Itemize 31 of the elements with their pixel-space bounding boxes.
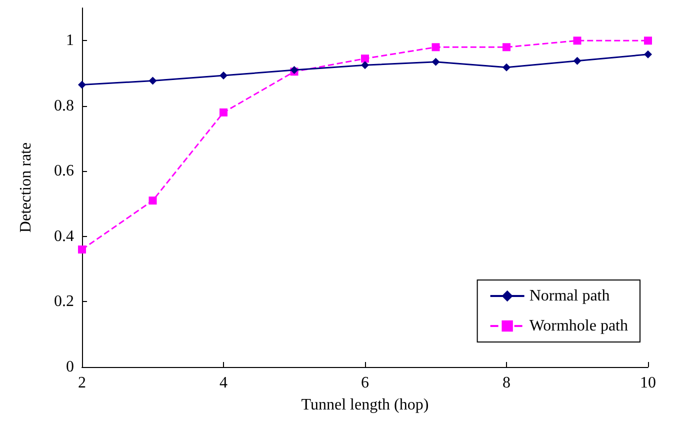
point [220, 72, 228, 80]
point [148, 76, 157, 85]
x-tick-label: 8 [502, 374, 510, 392]
point [573, 56, 582, 65]
point [573, 36, 582, 45]
y-axis-title: Detection rate [18, 142, 34, 233]
point [432, 58, 440, 66]
point [644, 36, 652, 45]
point [502, 63, 510, 72]
y-tick-label: 0.6 [54, 162, 74, 180]
y-tick-label: 0.2 [54, 293, 74, 310]
y-tick-label: 1 [66, 32, 74, 50]
legend-label: Wormhole path [529, 318, 628, 334]
x-axis-title: Tunnel length (hop) [301, 396, 429, 414]
legend-label: Normal path [529, 288, 610, 304]
point [502, 43, 510, 52]
y-tick-label: 0.4 [54, 228, 74, 245]
point [148, 196, 157, 205]
x-tick-label: 10 [640, 374, 656, 392]
point [78, 80, 86, 89]
x-tick-label: 2 [78, 374, 86, 392]
y-tick-label: 0.8 [54, 97, 74, 114]
point [78, 246, 86, 254]
point [220, 108, 228, 116]
x-tick-label: 6 [361, 374, 369, 392]
x-tick-label: 4 [220, 374, 228, 392]
y-tick-label: 0 [66, 358, 74, 376]
point [361, 54, 369, 63]
point [361, 61, 369, 70]
point [644, 50, 652, 58]
point [432, 43, 440, 52]
